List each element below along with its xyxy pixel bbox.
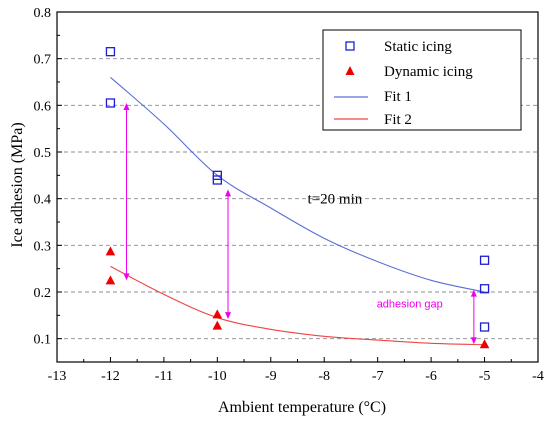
annotation-adhesion-gap: adhesion gap — [377, 299, 443, 311]
static-icing-point — [105, 98, 116, 108]
static-icing-point — [479, 255, 490, 265]
legend-marker-dynamic — [345, 66, 355, 75]
y-tick-label: 0.2 — [34, 286, 52, 301]
adhesion-gap-arrow — [225, 189, 232, 320]
fit-2-line — [110, 265, 485, 346]
arrow-head-down — [470, 337, 477, 345]
x-tick-label: -9 — [265, 369, 277, 384]
static-icing-point — [479, 322, 490, 332]
grid-lines — [57, 11, 538, 340]
y-tick-label: 0.6 — [34, 99, 52, 114]
arrow-head-up — [225, 189, 232, 197]
adhesion-gap-arrow — [123, 103, 130, 281]
dynamic-icing-point — [212, 309, 223, 319]
legend: Static icing Dynamic icing Fit 1 Fit 2 — [322, 29, 522, 131]
y-axis-title: Ice adhesion (MPa) — [9, 122, 26, 247]
arrow-head-down — [123, 273, 130, 281]
legend-box — [322, 29, 522, 131]
static-icing-point — [105, 47, 116, 57]
gap-arrows — [123, 103, 477, 345]
dynamic-icing-point — [479, 339, 490, 349]
legend-label-static: Static icing — [384, 39, 452, 55]
y-tick-label: 0.8 — [34, 6, 52, 21]
static-icing-point — [479, 284, 490, 294]
x-tick-label: -10 — [208, 369, 227, 384]
dynamic-icing-point — [212, 320, 223, 330]
static-icing-point — [212, 175, 222, 185]
fit-1-line — [110, 76, 485, 293]
y-tick-label: 0.4 — [34, 193, 52, 208]
legend-marker-static — [345, 41, 355, 51]
legend-label-fit2: Fit 2 — [384, 112, 412, 128]
arrow-head-up — [470, 289, 477, 297]
data-points — [105, 47, 490, 349]
x-tick-label: -11 — [155, 369, 173, 384]
axis-ticks — [56, 11, 539, 363]
x-tick-label: -7 — [372, 369, 384, 384]
arrow-head-down — [225, 312, 232, 320]
annotation-time: t=20 min — [308, 192, 363, 208]
fit-lines — [110, 76, 485, 346]
dynamic-icing-point — [105, 275, 116, 285]
adhesion-gap-arrow — [470, 289, 477, 345]
y-tick-label: 0.1 — [34, 333, 52, 348]
y-tick-label: 0.3 — [34, 239, 52, 254]
y-tick-label: 0.5 — [34, 146, 52, 161]
legend-label-dynamic: Dynamic icing — [384, 64, 473, 80]
x-axis-title: Ambient temperature (°C) — [218, 399, 386, 416]
legend-label-fit1: Fit 1 — [384, 89, 412, 105]
dynamic-icing-point — [105, 246, 116, 256]
arrow-head-up — [123, 103, 130, 110]
static-icing-point — [212, 170, 222, 180]
x-tick-label: -4 — [532, 369, 544, 384]
x-tick-label: -13 — [48, 369, 67, 384]
axis-tick-labels: -13 -12 -11 -10 -9 -8 -7 -6 -5 -4 0.1 0.2 0.3 0.4 0.5 0… — [34, 6, 544, 384]
x-tick-label: -5 — [479, 369, 491, 384]
x-tick-label: -12 — [101, 369, 120, 384]
x-tick-label: -6 — [425, 369, 437, 384]
y-tick-label: 0.7 — [34, 53, 52, 68]
x-tick-label: -8 — [318, 369, 330, 384]
